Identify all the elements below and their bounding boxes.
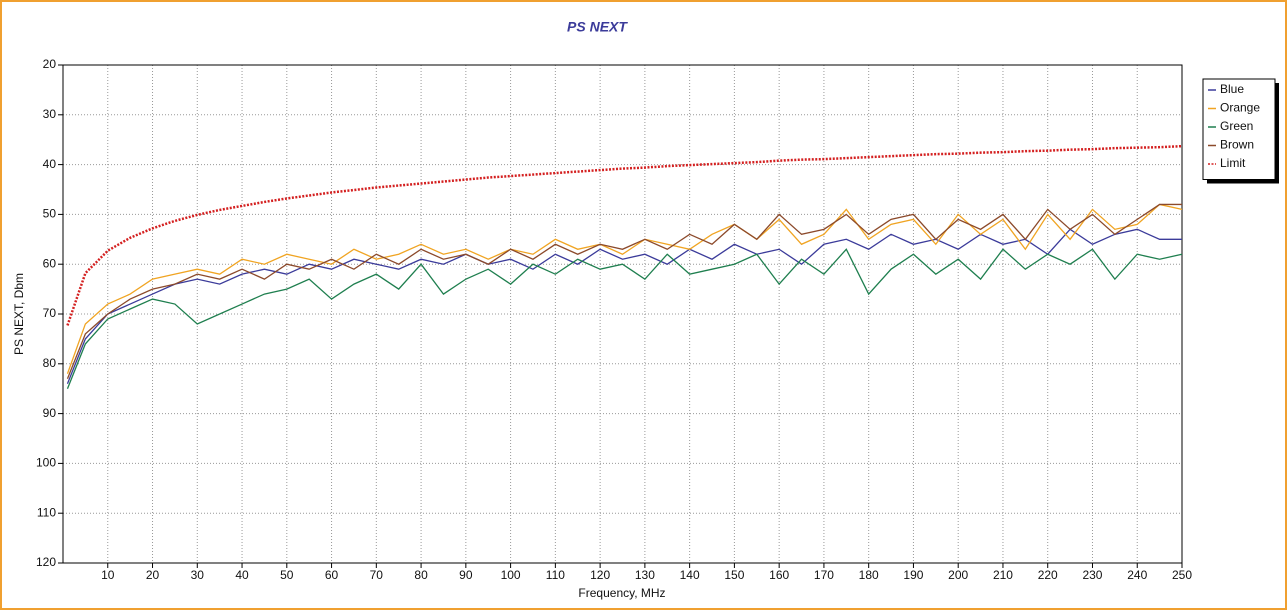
y-tick-label: 20	[43, 57, 57, 71]
x-tick-label: 10	[101, 568, 115, 582]
legend-label: Orange	[1220, 101, 1260, 115]
legend-label: Limit	[1220, 156, 1246, 170]
y-axis-label: PS NEXT, Dbm	[12, 273, 26, 355]
series-line	[66, 144, 1183, 326]
legend	[1202, 78, 1276, 180]
x-tick-label: 140	[680, 568, 700, 582]
series-line	[66, 248, 1183, 389]
y-tick-label: 60	[43, 256, 57, 270]
x-tick-label: 60	[325, 568, 339, 582]
chart-title: PS NEXT	[567, 19, 628, 35]
series-line	[66, 203, 1182, 379]
x-tick-label: 100	[501, 568, 521, 582]
x-tick-label: 150	[724, 568, 744, 582]
x-tick-label: 120	[590, 568, 610, 582]
legend-label: Blue	[1220, 82, 1244, 96]
x-tick-label: 70	[370, 568, 384, 582]
x-tick-label: 240	[1127, 568, 1147, 582]
x-tick-label: 230	[1082, 568, 1102, 582]
y-tick-label: 80	[43, 356, 57, 370]
y-tick-label: 40	[43, 157, 57, 171]
legend-label: Green	[1220, 119, 1253, 133]
x-tick-label: 50	[280, 568, 294, 582]
x-tick-label: 170	[814, 568, 834, 582]
x-tick-label: 220	[1038, 568, 1058, 582]
x-tick-label: 200	[948, 568, 968, 582]
y-tick-label: 50	[43, 207, 57, 221]
legend-label: Brown	[1220, 138, 1254, 152]
x-tick-label: 180	[859, 568, 879, 582]
series-line	[66, 203, 1183, 374]
y-tick-label: 110	[37, 505, 56, 519]
y-tick-label: 120	[36, 555, 56, 569]
x-tick-label: 30	[191, 568, 205, 582]
x-tick-label: 250	[1172, 568, 1192, 582]
plot-area	[62, 64, 1183, 564]
y-tick-label: 30	[43, 107, 57, 121]
x-tick-label: 190	[903, 568, 923, 582]
y-tick-label: 100	[36, 456, 56, 470]
x-tick-label: 160	[769, 568, 789, 582]
x-tick-label: 20	[146, 568, 160, 582]
x-axis-label: Frequency, MHz	[578, 586, 665, 600]
x-tick-label: 130	[635, 568, 655, 582]
x-tick-label: 210	[993, 568, 1013, 582]
x-tick-label: 90	[459, 568, 473, 582]
x-tick-label: 40	[235, 568, 249, 582]
y-tick-label: 90	[43, 406, 57, 420]
x-tick-label: 80	[414, 568, 428, 582]
x-tick-label: 110	[546, 568, 565, 582]
y-tick-label: 70	[43, 306, 57, 320]
